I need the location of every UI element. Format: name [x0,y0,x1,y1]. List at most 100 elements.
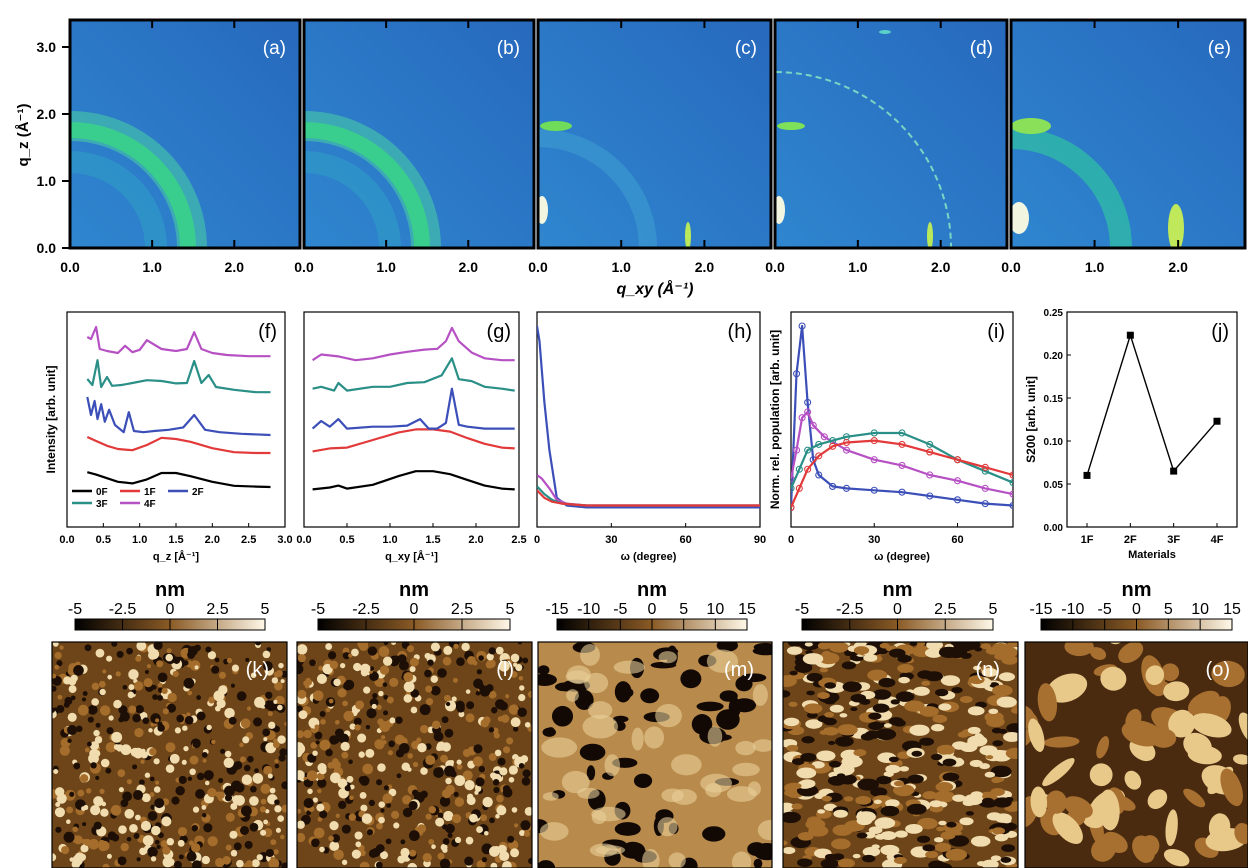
data-point [792,370,801,378]
afm-feature [442,847,448,853]
panel-label: (a) [263,38,286,59]
afm-feature [519,830,526,837]
afm-feature [315,740,320,745]
afm-feature [281,804,287,813]
afm-feature [991,827,1006,835]
afm-feature [67,712,77,722]
bragg-peak [879,30,891,34]
afm-feature [407,862,418,868]
afm-feature [926,642,944,650]
afm-feature [130,747,140,757]
afm-feature [952,741,968,750]
afm-feature [792,758,805,766]
data-point [1083,471,1091,479]
afm-feature [52,673,57,679]
afm-feature [183,660,189,666]
series-line-4F [86,325,271,358]
afm-feature [115,671,121,677]
afm-feature [478,655,484,661]
afm-feature [456,657,465,666]
afm-feature [119,858,126,865]
afm-feature [383,694,389,700]
afm-feature [852,853,861,859]
afm-feature [925,850,939,859]
afm-feature [430,642,440,652]
afm-feature [1150,728,1177,748]
afm-feature [105,741,117,753]
afm-feature [899,766,910,772]
afm-feature [306,810,312,816]
afm-feature [416,737,422,743]
afm-feature [385,838,392,845]
afm-feature [622,843,635,857]
afm-feature [274,681,283,691]
afm-feature [383,642,389,645]
bragg-peak [1011,202,1029,234]
afm-feature [157,682,163,688]
afm-feature [205,646,212,653]
afm-feature [149,747,157,756]
afm-feature [401,762,411,772]
afm-feature [298,710,308,720]
afm-feature [412,761,419,768]
afm-feature [70,695,76,701]
scale-tick-label: 2.5 [451,601,473,618]
afm-feature [174,860,182,868]
scale-tick-label: 15 [1223,601,1241,618]
afm-feature [588,701,613,720]
afm-feature [135,704,144,714]
afm-feature [707,726,723,747]
afm-feature [488,690,497,699]
afm-feature [783,690,791,698]
afm-feature [452,677,458,683]
afm-feature [82,822,87,827]
afm-feature [316,673,327,684]
afm-feature [1165,809,1178,847]
afm-feature [805,719,823,729]
afm-feature [671,788,697,805]
afm-feature [303,798,314,809]
bragg-peak [1011,118,1051,134]
afm-feature [297,730,305,739]
afm-feature [507,835,515,843]
afm-feature [245,860,253,867]
afm-feature [994,833,1009,842]
chart-panel-h: 0 30 60 90 ω (degree) (h) [534,311,766,563]
afm-feature [143,678,153,688]
afm-feature [579,743,606,761]
data-point [898,488,906,496]
afm-feature [279,748,287,757]
afm-feature [95,775,100,780]
afm-feature [403,694,413,703]
afm-feature [904,700,925,712]
afm-feature [827,775,846,786]
y-tick-label: 1.0 [37,173,57,189]
afm-feature [496,805,507,816]
x-tick-label: 2.0 [468,534,483,546]
afm-feature [872,689,892,700]
afm-feature [497,844,507,854]
panel-frame [68,18,302,250]
afm-feature [230,683,236,688]
x-tick-label: 0 [534,534,540,546]
afm-feature [236,859,244,868]
afm-feature [500,714,510,723]
x-tick-label: 4F [1211,534,1224,546]
x-tick-label: 0.0 [59,534,74,546]
afm-feature [1000,856,1012,863]
afm-feature [149,792,155,798]
afm-feature [342,652,351,660]
afm-feature [181,759,187,765]
afm-feature [366,829,374,836]
afm-feature [453,791,459,797]
afm-frame [51,641,288,868]
afm-feature [970,791,983,799]
afm-feature [391,810,400,819]
afm-feature [437,668,447,678]
afm-feature [934,842,952,852]
afm-feature [192,740,200,748]
afm-feature [360,804,368,812]
afm-feature [853,646,870,655]
afm-feature [991,727,1003,734]
afm-feature [1147,789,1168,810]
